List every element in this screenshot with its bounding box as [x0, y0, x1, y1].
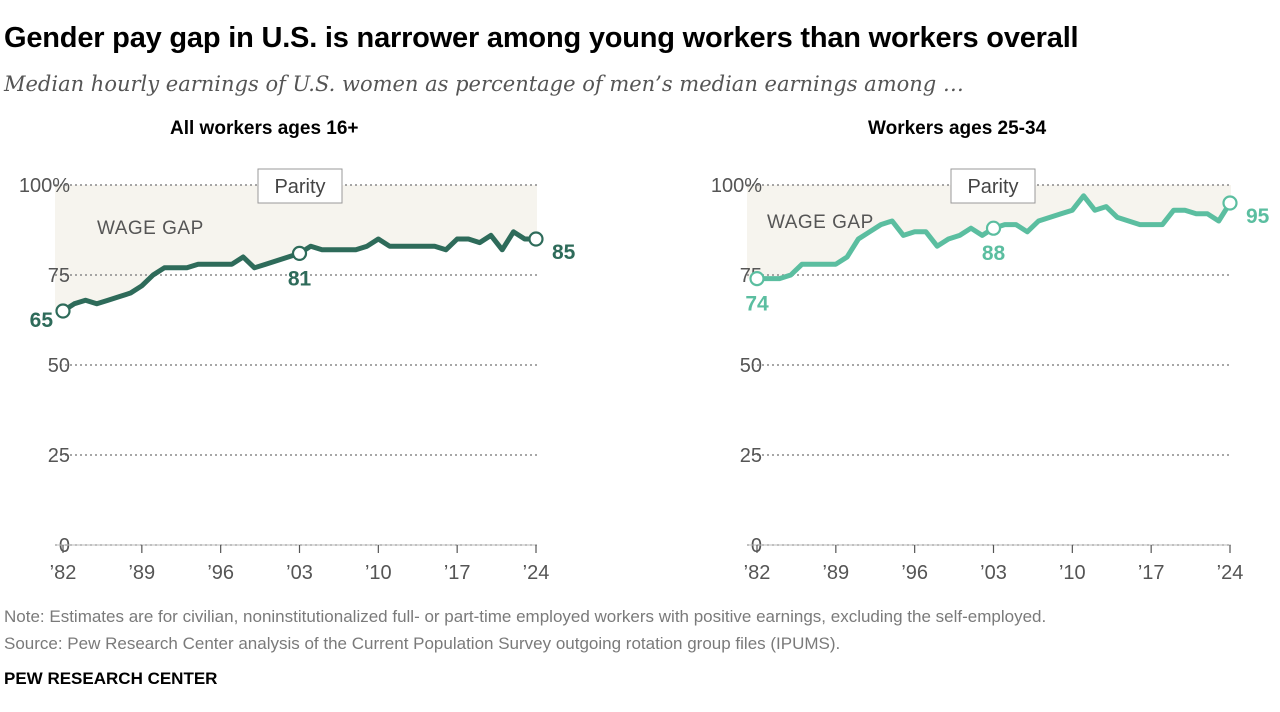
young-workers-y-tick-label: 25	[740, 445, 762, 467]
all-workers-x-tick-label: ’89	[128, 562, 155, 584]
chart-title: Gender pay gap in U.S. is narrower among…	[4, 22, 1079, 54]
young-workers-x-tick-label: ’17	[1138, 562, 1165, 584]
young-workers-parity-label: Parity	[967, 176, 1018, 198]
all-workers-y-tick-label: 100%	[19, 175, 70, 197]
young-workers-data-label: 95	[1246, 205, 1270, 228]
all-workers-wage-gap-label: WAGE GAP	[97, 218, 204, 239]
all-workers-y-tick-label: 75	[48, 265, 70, 287]
chart-notes: Note: Estimates are for civilian, nonins…	[4, 603, 1046, 657]
chart-young-workers: 0255075100%’82’89’96’03’10’17’24ParityWA…	[711, 168, 1270, 584]
young-workers-data-label: 74	[745, 293, 769, 316]
young-workers-data-label: 88	[982, 242, 1006, 265]
young-workers-parity-box	[950, 168, 1036, 204]
panel-title-all-workers: All workers ages 16+	[170, 118, 359, 139]
young-workers-x-tick-label: ’10	[1059, 562, 1086, 584]
all-workers-x-tick-label: ’17	[444, 562, 471, 584]
all-workers-data-label: 85	[552, 241, 576, 264]
all-workers-x-tick-label: ’10	[365, 562, 392, 584]
note-text: Note: Estimates are for civilian, nonins…	[4, 607, 1047, 626]
young-workers-x-tick-label: ’82	[744, 562, 771, 584]
chart-all-workers: 0 25 50 75 100% ’82 ’89 ’96 ’03 ’10 ’17 ’24 Parity WA…	[19, 168, 576, 584]
all-workers-x-tick-label: ’82	[50, 562, 77, 584]
all-workers-x-tick-label: ’24	[523, 562, 550, 584]
young-workers-highlight-point	[1222, 195, 1238, 211]
young-workers-x-tick-label: ’24	[1217, 562, 1244, 584]
all-workers-highlight-point	[291, 245, 308, 262]
all-workers-data-label: 81	[288, 267, 312, 290]
chart-subtitle: Median hourly earnings of U.S. women as …	[4, 72, 964, 96]
young-workers-x-tick-label: ’89	[822, 562, 849, 584]
all-workers-data-label: 65	[30, 309, 54, 332]
panel-title-young-workers: Workers ages 25-34	[868, 118, 1047, 139]
all-workers-y-tick-label: 50	[48, 355, 70, 377]
young-workers-x-tick-label: ’96	[901, 562, 928, 584]
all-workers-y-tick-label: 25	[48, 445, 70, 467]
young-workers-wage-gap-label: WAGE GAP	[767, 212, 874, 233]
young-workers-y-tick-label: 100%	[711, 175, 762, 197]
young-workers-y-tick-label: 50	[740, 355, 762, 377]
all-workers-x-tick-label: ’96	[207, 562, 234, 584]
all-workers-highlight-point	[528, 231, 544, 247]
source-text: Source: Pew Research Center analysis of …	[4, 634, 841, 653]
young-workers-highlight-point	[749, 270, 765, 287]
young-workers-x-tick-label: ’03	[980, 562, 1007, 584]
young-workers-highlight-point	[985, 220, 1002, 236]
all-workers-x-tick-label: ’03	[286, 562, 313, 584]
pew-logo-text: PEW RESEARCH CENTER	[4, 669, 218, 688]
all-workers-y-tick-label: 0	[59, 535, 70, 557]
all-workers-parity-label: Parity	[274, 176, 325, 198]
all-workers-highlight-point	[55, 303, 71, 319]
all-workers-parity-box	[257, 168, 343, 204]
